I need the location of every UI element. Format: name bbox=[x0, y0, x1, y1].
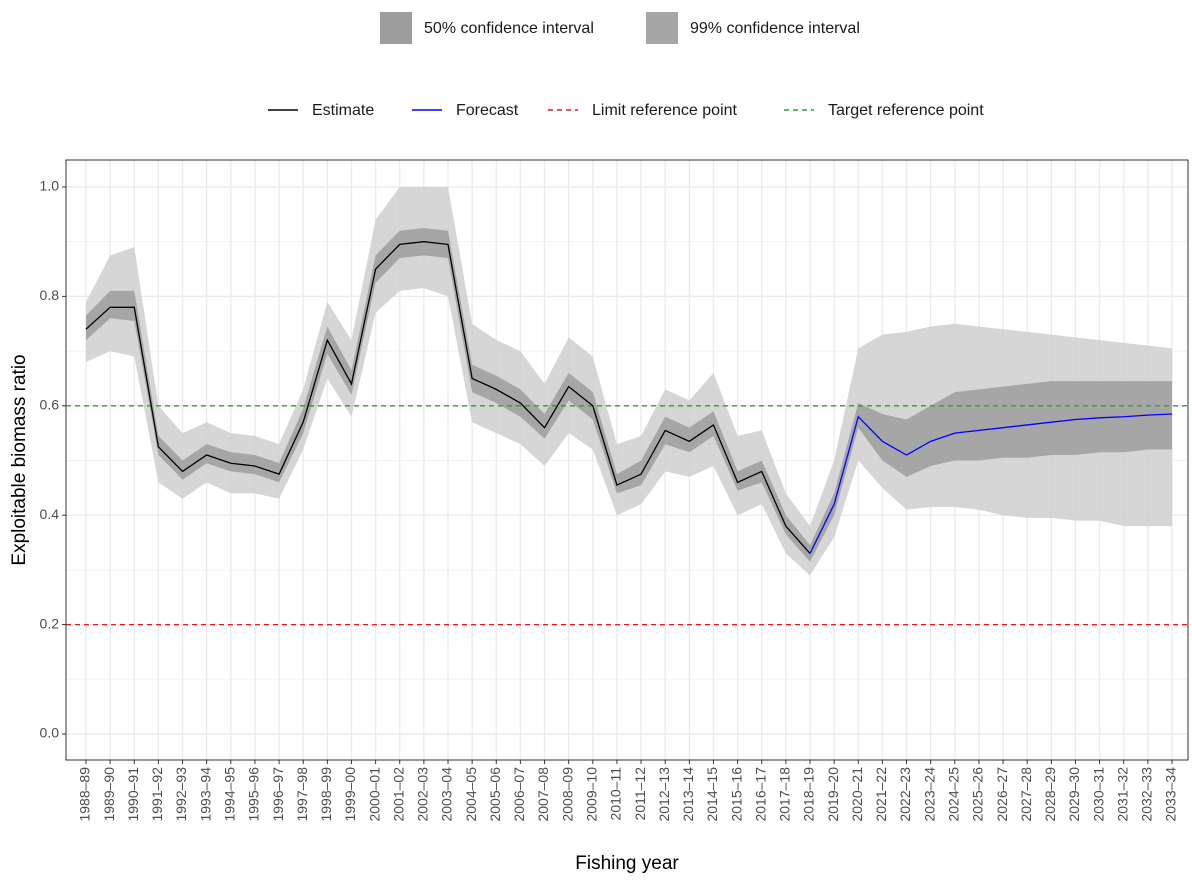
x-tick-label: 2007–08 bbox=[535, 767, 551, 822]
y-tick-label: 0.0 bbox=[40, 725, 60, 741]
legend-label: Target reference point bbox=[828, 102, 984, 119]
x-tick-label: 1997–98 bbox=[294, 767, 310, 822]
plot-border bbox=[65, 159, 1189, 761]
legend-label: 50% confidence interval bbox=[424, 20, 594, 37]
legend-swatch bbox=[646, 12, 678, 44]
confidence-band bbox=[86, 186, 1172, 576]
x-tick-label: 1990–91 bbox=[125, 767, 141, 822]
x-tick-label: 2033–34 bbox=[1163, 767, 1179, 822]
x-tick-label: 2003–04 bbox=[439, 767, 455, 822]
x-tick-label: 2023–24 bbox=[921, 767, 937, 822]
x-tick-label: 1998–99 bbox=[318, 767, 334, 822]
legend-label: 99% confidence interval bbox=[690, 20, 860, 37]
x-tick-label: 1989–90 bbox=[101, 767, 117, 822]
series-line bbox=[809, 413, 1173, 554]
legend-swatch bbox=[380, 12, 412, 44]
series-line bbox=[85, 241, 811, 554]
x-tick-label: 2008–09 bbox=[559, 767, 575, 822]
y-tick-label: 0.6 bbox=[40, 396, 60, 412]
x-axis-title: Fishing year bbox=[575, 853, 679, 874]
x-tick-label: 2009–10 bbox=[584, 767, 600, 822]
x-tick-label: 2021–22 bbox=[873, 767, 889, 822]
x-tick-label: 2031–32 bbox=[1114, 767, 1130, 822]
x-tick-label: 2028–29 bbox=[1042, 767, 1058, 822]
x-tick-label: 2005–06 bbox=[487, 767, 503, 822]
confidence-band bbox=[86, 227, 1172, 562]
x-tick-label: 2016–17 bbox=[752, 767, 768, 822]
x-tick-label: 2024–25 bbox=[946, 767, 962, 822]
x-tick-label: 2032–33 bbox=[1139, 767, 1155, 822]
x-tick-label: 1995–96 bbox=[246, 767, 262, 822]
x-tick-label: 2017–18 bbox=[777, 767, 793, 822]
legend-label: Limit reference point bbox=[592, 102, 738, 119]
x-tick-label: 1991–92 bbox=[149, 767, 165, 822]
x-tick-label: 1999–00 bbox=[342, 767, 358, 822]
x-tick-label: 1988–89 bbox=[77, 767, 93, 822]
x-tick-label: 2018–19 bbox=[801, 767, 817, 822]
x-tick-label: 2030–31 bbox=[1090, 767, 1106, 822]
x-tick-label: 2014–15 bbox=[704, 767, 720, 822]
legend-label: Estimate bbox=[312, 102, 374, 119]
x-tick-label: 2010–11 bbox=[608, 767, 624, 821]
x-tick-label: 2001–02 bbox=[390, 767, 406, 822]
x-tick-label: 1996–97 bbox=[270, 767, 286, 822]
x-tick-label: 2004–05 bbox=[463, 767, 479, 822]
x-tick-label: 2029–30 bbox=[1066, 767, 1082, 822]
y-tick-label: 0.2 bbox=[40, 615, 60, 631]
y-tick-label: 0.4 bbox=[40, 506, 60, 522]
x-tick-label: 2026–27 bbox=[994, 767, 1010, 822]
x-tick-label: 2013–14 bbox=[680, 767, 696, 822]
x-tick-label: 2011–12 bbox=[632, 767, 648, 821]
y-tick-label: 0.8 bbox=[40, 287, 60, 303]
y-axis-title: Exploitable biomass ratio bbox=[9, 354, 30, 565]
x-tick-label: 2027–28 bbox=[1018, 767, 1034, 822]
x-tick-label: 1993–94 bbox=[197, 767, 213, 822]
x-tick-label: 2006–07 bbox=[511, 767, 527, 822]
x-tick-label: 2002–03 bbox=[415, 767, 431, 822]
x-tick-label: 2000–01 bbox=[366, 767, 382, 822]
legend-label: Forecast bbox=[456, 102, 519, 119]
x-tick-label: 2015–16 bbox=[728, 767, 744, 822]
x-tick-label: 1992–93 bbox=[173, 767, 189, 822]
x-tick-label: 2025–26 bbox=[970, 767, 986, 822]
x-tick-label: 2022–23 bbox=[897, 767, 913, 822]
x-tick-label: 2020–21 bbox=[849, 767, 865, 822]
x-tick-label: 1994–95 bbox=[222, 767, 238, 822]
x-tick-label: 2019–20 bbox=[825, 767, 841, 822]
y-tick-label: 1.0 bbox=[40, 178, 60, 194]
x-tick-label: 2012–13 bbox=[656, 767, 672, 822]
